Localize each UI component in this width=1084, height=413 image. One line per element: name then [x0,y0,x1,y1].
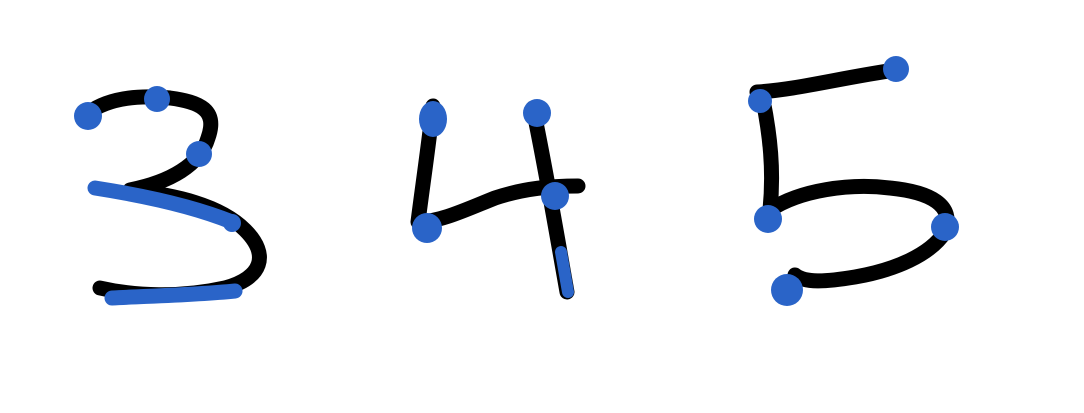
digit-five-highlights [748,56,959,306]
digit-four [410,98,586,300]
digit-three [74,86,267,306]
digit-four-ink-stroke-left [410,98,586,230]
digit-five-ink-stroke [749,62,955,289]
digit-five [748,56,959,306]
digit-four-highlights [412,99,574,298]
digit-three-highlights [74,86,243,306]
